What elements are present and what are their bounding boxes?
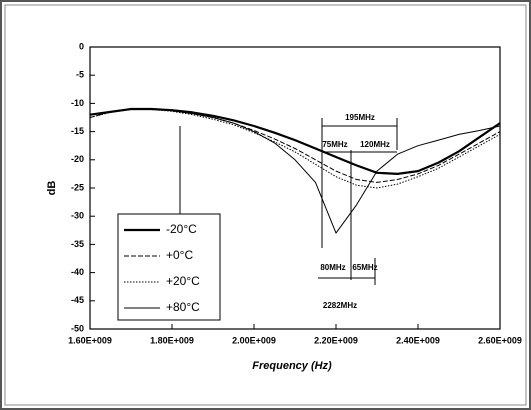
x-tick-label: 2.60E+009 bbox=[478, 335, 522, 345]
inner-frame bbox=[4, 4, 527, 406]
x-tick-label: 2.20E+009 bbox=[314, 335, 358, 345]
annotation: 65MHz bbox=[352, 263, 377, 272]
dimension-lines bbox=[179, 118, 398, 285]
y-tick-label: -45 bbox=[71, 295, 84, 305]
annotation: 80MHz bbox=[320, 263, 345, 272]
y-tick-label: -20 bbox=[71, 154, 84, 164]
y-tick-label: -50 bbox=[71, 323, 84, 333]
y-tick-label: 0 bbox=[79, 41, 84, 51]
annotation: 75MHz bbox=[322, 140, 347, 149]
legend-label: -20°C bbox=[166, 222, 197, 236]
x-axis-label: Frequency (Hz) bbox=[252, 360, 332, 372]
x-tick-label: 1.80E+009 bbox=[150, 335, 194, 345]
y-tick-label: -15 bbox=[71, 126, 84, 136]
y-tick-label: -10 bbox=[71, 98, 84, 108]
y-tick-label: -40 bbox=[71, 267, 84, 277]
x-tick-label: 1.60E+009 bbox=[68, 335, 112, 345]
x-tick-label: 2.00E+009 bbox=[232, 335, 276, 345]
legend-label: +80°C bbox=[166, 300, 200, 314]
y-tick-label: -30 bbox=[71, 211, 84, 221]
y-tick-label: -25 bbox=[71, 182, 84, 192]
y-tick-label: -5 bbox=[76, 70, 84, 80]
annotation: 2282MHz bbox=[323, 301, 357, 310]
series-line bbox=[89, 109, 501, 189]
legend-label: +0°C bbox=[166, 248, 193, 262]
x-tick-label: 2.40E+009 bbox=[396, 335, 440, 345]
legend-label: +20°C bbox=[166, 274, 200, 288]
series-line bbox=[89, 108, 501, 234]
legend-box bbox=[117, 213, 221, 321]
legend: -20°C +0°C +20°C +80°C bbox=[117, 213, 221, 321]
annotation: 120MHz bbox=[360, 140, 390, 149]
series-line bbox=[89, 108, 501, 183]
y-tick-label: -35 bbox=[71, 239, 84, 249]
y-axis-label: dB bbox=[46, 181, 58, 196]
annotation: 195MHz bbox=[345, 113, 375, 122]
